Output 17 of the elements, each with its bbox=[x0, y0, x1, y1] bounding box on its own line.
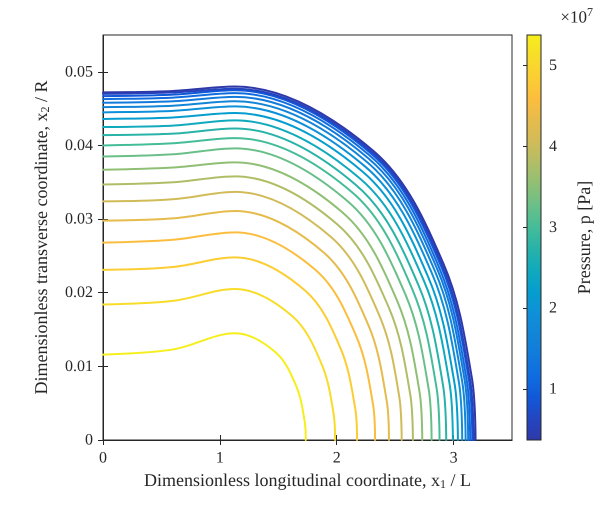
color-bar-label: 3 bbox=[549, 218, 557, 236]
y-tick-label: 0.02 bbox=[65, 284, 93, 302]
color-bar-title: Pressure, p [Pa] bbox=[574, 180, 594, 294]
color-bar-label: 4 bbox=[549, 138, 557, 156]
x-tick-label: 0 bbox=[99, 450, 107, 466]
color-bar-label: 1 bbox=[549, 380, 557, 398]
color-bar-label: 2 bbox=[549, 300, 557, 317]
y-tick-label: 0 bbox=[85, 432, 93, 448]
y-axis-title: Dimensionless transverse coordinate, x2 / R bbox=[31, 80, 52, 394]
x-tick-label: 3 bbox=[450, 450, 458, 466]
x-tick-label: 2 bbox=[332, 450, 341, 466]
x-tick-label: 1 bbox=[216, 450, 224, 466]
y-tick-label: 0.04 bbox=[65, 136, 93, 154]
y-tick-label: 0.01 bbox=[65, 358, 93, 375]
y-tick-label: 0.05 bbox=[65, 63, 93, 80]
y-tick-label: 0.03 bbox=[65, 210, 93, 228]
color-bar-label: 5 bbox=[549, 57, 557, 74]
